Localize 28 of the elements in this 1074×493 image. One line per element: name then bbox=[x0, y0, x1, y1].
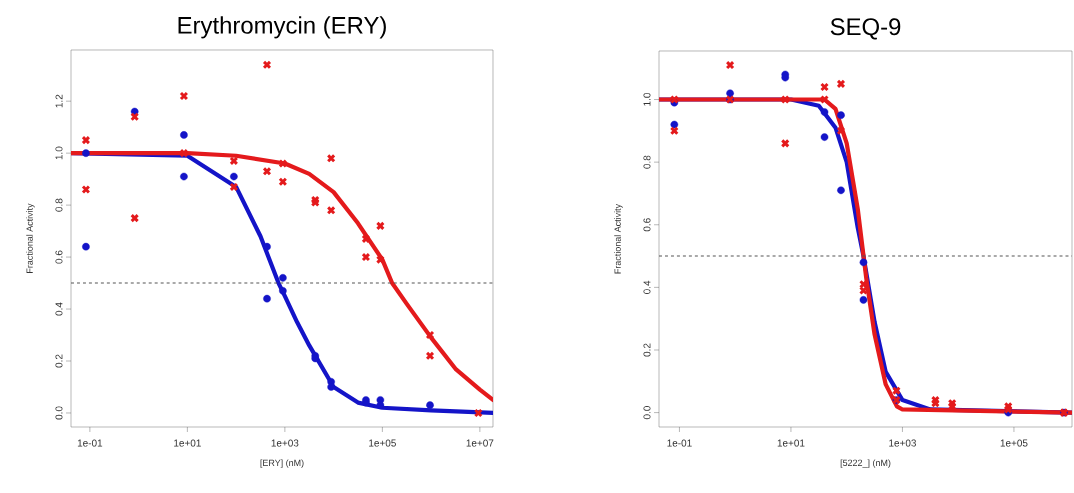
x-tick-label: 1e+07 bbox=[466, 439, 494, 447]
x-tick-label: 1e+03 bbox=[889, 439, 916, 447]
x-tick-label: 1e+05 bbox=[1000, 439, 1028, 447]
y-tick-label: 1.2 bbox=[55, 94, 63, 108]
y-tick-label: 0.4 bbox=[55, 302, 63, 316]
x-tick-label: 1e-01 bbox=[77, 439, 103, 447]
y-tick-label: 1.0 bbox=[55, 146, 63, 160]
y-tick-label: 0.8 bbox=[643, 155, 651, 169]
x-tick-label: 1e-01 bbox=[667, 439, 692, 447]
x-tick-label: 1e+05 bbox=[369, 439, 396, 447]
x-axis-title: [ERY] (nM) bbox=[260, 459, 304, 468]
x-axis-title: [5222_] (nM) bbox=[840, 459, 891, 468]
y-tick-label: 0.4 bbox=[643, 280, 651, 294]
y-tick-label: 0.8 bbox=[55, 198, 63, 212]
y-tick-label: 1.0 bbox=[643, 92, 651, 106]
x-tick-label: 1e+01 bbox=[174, 439, 201, 447]
y-tick-label: 0.6 bbox=[55, 250, 63, 264]
y-tick-label: 0.2 bbox=[643, 343, 651, 357]
y-axis-title: Fractional Activity bbox=[26, 203, 35, 273]
y-tick-label: 0.0 bbox=[55, 406, 63, 420]
y-tick-label: 0.0 bbox=[643, 406, 651, 420]
x-tick-label: 1e+03 bbox=[271, 439, 299, 447]
y-axis-title: Fractional Activity bbox=[614, 203, 623, 274]
chart-title: Erythromycin (ERY) bbox=[178, 16, 386, 39]
y-tick-label: 0.2 bbox=[55, 354, 63, 368]
y-tick-label: 0.6 bbox=[643, 218, 651, 232]
chart-title: SEQ-9 bbox=[830, 18, 901, 40]
x-tick-label: 1e+01 bbox=[777, 439, 805, 447]
